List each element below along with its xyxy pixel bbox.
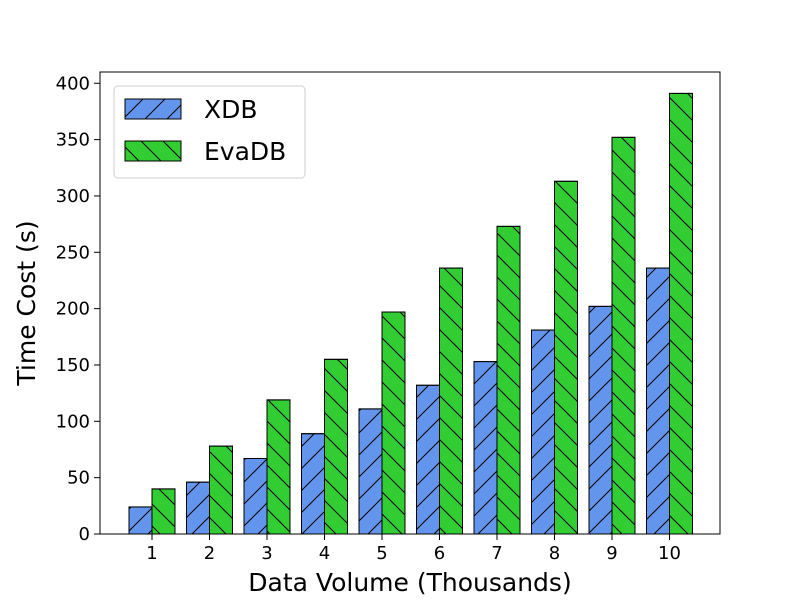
x-axis-label: Data Volume (Thousands): [248, 568, 571, 597]
bar-hatch-xdb-4: [301, 433, 325, 535]
bar-hatch-evadb-9: [611, 136, 636, 535]
plot-area-frame: [99, 71, 721, 535]
x-tick-label: 2: [204, 543, 215, 564]
y-tick-label: 400: [56, 73, 90, 94]
bar-hatch-evadb-10: [669, 92, 693, 535]
bar-hatch-xdb-2: [186, 481, 210, 535]
y-tick-label: 200: [56, 299, 90, 320]
bar-hatch-xdb-8: [531, 329, 555, 535]
y-axis-label: Time Cost (s): [12, 220, 41, 386]
bar-hatch-evadb-1: [151, 488, 176, 535]
legend-swatch-hatch-xdb: [124, 98, 182, 120]
bar-hatch-evadb-2: [209, 445, 233, 535]
bar-hatch-xdb-5: [358, 408, 383, 535]
y-tick-label: 100: [56, 411, 90, 432]
y-tick-label: 250: [56, 242, 90, 263]
x-tick-label: 1: [146, 543, 157, 564]
bar-hatch-evadb-3: [266, 399, 291, 535]
y-tick-label: 350: [56, 130, 90, 151]
bar-hatch-xdb-3: [243, 458, 268, 535]
legend: XDB EvaDB: [113, 85, 306, 179]
bar-hatch-xdb-7: [473, 361, 498, 535]
legend-swatch-hatch-evadb: [124, 140, 182, 162]
y-tick-label: 0: [79, 524, 90, 545]
bar-hatch-evadb-4: [324, 358, 348, 535]
y-tick-label: 300: [56, 186, 90, 207]
bar-hatch-evadb-5: [381, 311, 406, 535]
bar-hatch-xdb-1: [128, 506, 153, 535]
bar-hatch-xdb-10: [646, 267, 670, 535]
x-tick-label: 7: [491, 543, 502, 564]
bar-hatch-xdb-9: [588, 305, 613, 535]
bars-layer: [128, 92, 693, 535]
bar-hatch-evadb-7: [496, 225, 521, 535]
y-tick-label: 50: [67, 468, 90, 489]
bar-hatch-evadb-6: [439, 267, 463, 535]
x-tick-label: 5: [376, 543, 387, 564]
y-axis-ticks: 0 50 100 150 200 250 300 350 400: [56, 73, 100, 545]
legend-label-xdb: XDB: [204, 95, 258, 124]
bar-hatch-xdb-6: [416, 384, 440, 535]
x-tick-label: 9: [606, 543, 617, 564]
x-tick-label: 4: [319, 543, 330, 564]
x-tick-label: 6: [434, 543, 445, 564]
x-tick-label: 8: [549, 543, 560, 564]
x-tick-label: 3: [261, 543, 272, 564]
bar-hatch-evadb-8: [554, 180, 578, 535]
x-axis-ticks: 1 2 3 4 5 6 7 8 9 10: [146, 534, 681, 564]
y-tick-label: 150: [56, 355, 90, 376]
x-tick-label: 10: [658, 543, 681, 564]
legend-label-evadb: EvaDB: [204, 137, 286, 166]
